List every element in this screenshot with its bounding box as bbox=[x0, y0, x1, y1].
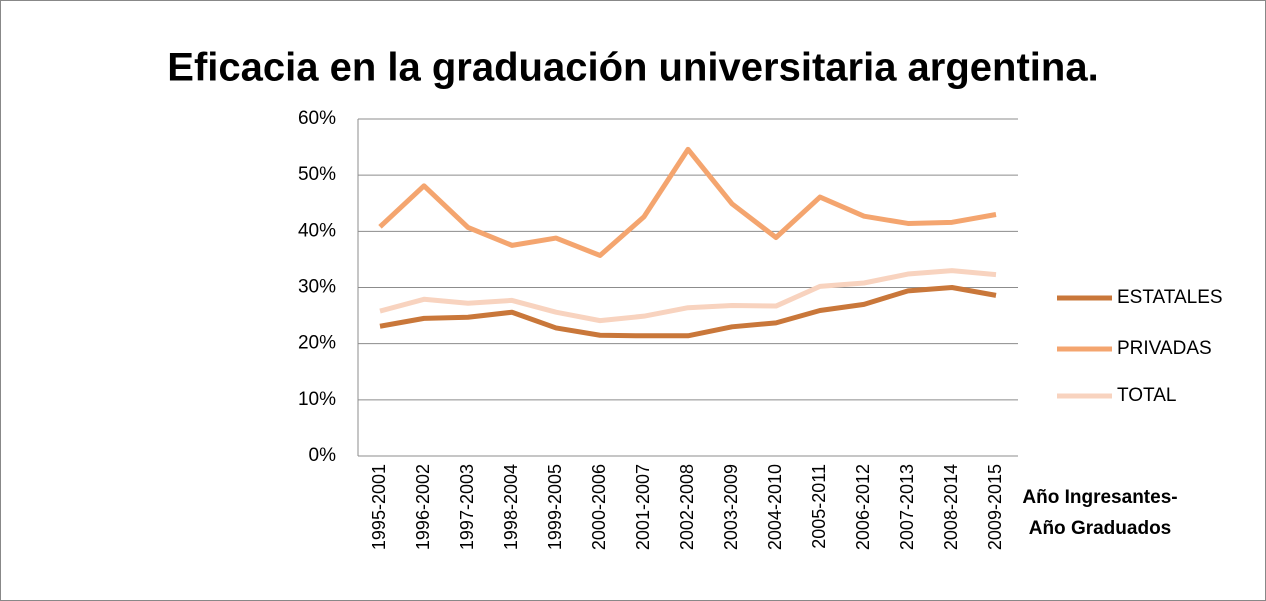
x-tick-label: 1999-2005 bbox=[545, 464, 565, 550]
x-tick-label: 1997-2003 bbox=[457, 464, 477, 550]
y-tick-label: 50% bbox=[298, 164, 336, 185]
x-tick-label: 2008-2014 bbox=[941, 464, 961, 550]
series-line bbox=[378, 146, 997, 258]
y-tick-label: 10% bbox=[298, 389, 336, 410]
y-tick-label: 0% bbox=[309, 445, 337, 466]
x-tick-label: 2001-2007 bbox=[633, 464, 653, 550]
x-tick-label: 2006-2012 bbox=[853, 464, 873, 550]
x-tick-label: 1996-2002 bbox=[413, 464, 433, 550]
y-tick-label: 20% bbox=[298, 333, 336, 354]
chart-title: Eficacia en la graduación universitaria … bbox=[167, 46, 1098, 90]
series-line bbox=[379, 268, 997, 324]
y-tick-label: 60% bbox=[298, 108, 336, 129]
x-tick-label: 2002-2008 bbox=[677, 464, 697, 550]
legend-label: PRIVADAS bbox=[1117, 338, 1212, 359]
y-tick-label: 30% bbox=[298, 277, 336, 298]
x-tick-label: 2009-2015 bbox=[985, 464, 1005, 550]
x-tick-label: 2003-2009 bbox=[721, 464, 741, 550]
legend-label: TOTAL bbox=[1117, 385, 1176, 406]
legend-label: ESTATALES bbox=[1117, 287, 1223, 308]
x-tick-label: 2000-2006 bbox=[589, 464, 609, 550]
series-line bbox=[379, 285, 997, 339]
x-axis-title: Año Ingresantes-Año Graduados bbox=[1022, 487, 1178, 539]
x-tick-label: 1998-2004 bbox=[501, 464, 521, 550]
y-tick-label: 40% bbox=[298, 220, 336, 241]
x-tick-label: 1995-2001 bbox=[369, 464, 389, 550]
x-tick-label: 2004-2010 bbox=[765, 464, 785, 550]
x-tick-label: 2007-2013 bbox=[897, 464, 917, 550]
x-tick-label: 2005-2011 bbox=[809, 464, 829, 549]
